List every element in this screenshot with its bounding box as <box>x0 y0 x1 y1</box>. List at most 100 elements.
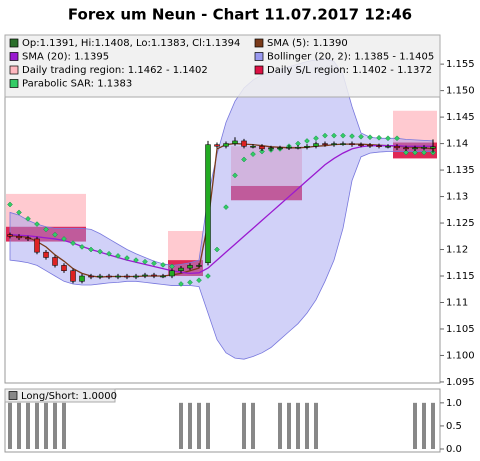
sar-point <box>385 135 391 142</box>
legend-box <box>4 34 441 98</box>
candle-body <box>34 238 40 253</box>
sar-point <box>160 262 166 268</box>
sar-point <box>88 246 94 253</box>
region <box>231 146 302 186</box>
legend-swatch <box>9 38 19 48</box>
bar <box>314 402 318 449</box>
candle-body <box>79 275 85 282</box>
sar-point <box>133 257 139 263</box>
candle-body <box>331 143 337 145</box>
candle-body <box>250 145 256 148</box>
sar-point <box>394 135 400 142</box>
legend-label: Long/Short: 1.0000 <box>21 391 117 402</box>
candle-body <box>340 143 346 145</box>
sar-point <box>358 133 364 140</box>
candle-body <box>187 265 193 269</box>
bar <box>287 402 291 449</box>
sar-point <box>250 151 256 158</box>
candle-body <box>223 143 229 147</box>
sar-point <box>70 240 76 247</box>
candle-body <box>322 143 328 145</box>
sar-point <box>241 156 247 163</box>
candle-body <box>394 145 400 149</box>
legend-box <box>4 388 116 403</box>
candle-body <box>205 144 211 264</box>
y-tick-label: 1.12 <box>446 245 468 256</box>
legend-label: SMA (5): 1.1390 <box>267 38 348 49</box>
candle-body <box>241 140 247 147</box>
sar-point <box>97 248 103 255</box>
sar-point <box>331 132 337 139</box>
candle-body <box>97 275 103 278</box>
legend-label: Op:1.1391, Hi:1.1408, Lo:1.1383, Cl:1.13… <box>22 38 240 49</box>
legend-label: Parabolic SAR: 1.1383 <box>22 79 132 90</box>
sar-point <box>376 134 382 141</box>
y-tick-label: 1.13 <box>446 192 468 203</box>
bar <box>206 402 210 449</box>
candle-body <box>313 143 319 147</box>
sar-point <box>106 250 112 257</box>
y-tick-label: 1.100 <box>446 350 475 361</box>
legend-swatch <box>8 391 18 400</box>
candle-body <box>403 147 409 150</box>
bar <box>431 402 435 449</box>
bar <box>251 402 255 449</box>
candle-body <box>376 145 382 147</box>
bar <box>188 402 192 449</box>
sar-point <box>115 253 121 259</box>
legend-swatch <box>9 65 19 75</box>
sar-point <box>403 149 409 156</box>
legend-swatch <box>254 52 264 61</box>
sar-point <box>196 277 202 284</box>
bar <box>179 402 183 449</box>
candle-body <box>70 270 76 282</box>
sar-point <box>124 255 130 261</box>
sar-point <box>340 132 346 139</box>
candle-body <box>16 236 22 239</box>
candle-body <box>349 143 355 145</box>
candle-body <box>421 147 427 149</box>
sar-point <box>34 221 40 227</box>
legend-label: Daily S/L region: 1.1402 - 1.1372 <box>267 65 432 76</box>
legend-swatch <box>254 38 264 48</box>
candle-body <box>7 234 13 237</box>
bar <box>8 402 12 449</box>
candle-body <box>142 274 148 277</box>
y-tick-label: 1.125 <box>446 218 475 229</box>
bar <box>305 402 309 449</box>
candle-body <box>124 275 130 278</box>
bar <box>26 402 30 449</box>
sar-point <box>79 244 85 250</box>
sar-point <box>322 132 328 139</box>
candle-body <box>61 265 67 271</box>
candle-body <box>268 147 274 150</box>
sar-point <box>187 279 193 286</box>
y-tick-label: 1.105 <box>446 324 475 335</box>
candle-body <box>160 275 166 278</box>
sar-point <box>25 215 31 222</box>
y-tick-label: 1.150 <box>446 86 475 97</box>
y-tick-label: 1.145 <box>446 112 475 123</box>
y-tick-label: 1.115 <box>446 271 475 282</box>
candle-body <box>52 257 58 266</box>
candle-body <box>412 147 418 150</box>
lower-plot: 0.0 0.5 1.0 Long/Short: 1.0000 <box>4 388 462 455</box>
sar-point <box>232 172 238 179</box>
y-tick-label: 0.0 <box>446 444 462 455</box>
candle-body <box>295 147 301 149</box>
region <box>393 110 437 143</box>
candle-body <box>259 145 265 150</box>
sar-point <box>178 281 184 287</box>
y-tick-label: 1.11 <box>446 297 468 308</box>
legend-swatch <box>9 52 19 61</box>
candle-body <box>178 267 184 271</box>
sar-point <box>313 135 319 142</box>
candle-body <box>115 275 121 278</box>
y-tick-label: 1.095 <box>446 377 475 388</box>
lower-plot-frame <box>4 388 441 453</box>
candle-body <box>88 275 94 278</box>
bar <box>278 402 282 449</box>
sar-point <box>16 209 22 216</box>
sar-point <box>52 231 58 238</box>
y-tick-label: 1.135 <box>446 165 475 176</box>
